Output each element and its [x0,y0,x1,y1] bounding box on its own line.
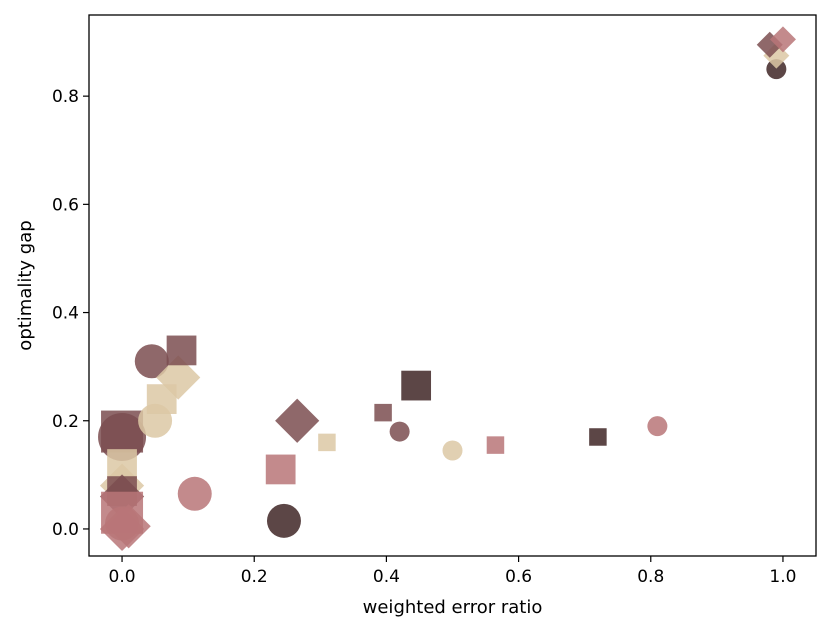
data-point-diamond [106,504,151,549]
y-tick-label: 0.8 [52,87,79,107]
x-tick-label: 0.0 [109,567,136,587]
data-point-square [166,335,197,366]
y-tick-label: 0.2 [52,412,79,432]
x-tick-label: 1.0 [769,567,796,587]
data-point-diamond [769,26,796,53]
data-point-circle [442,440,463,461]
data-point-diamond [156,355,201,400]
data-point-square [318,433,336,452]
data-point-square [486,436,505,454]
x-tick-label: 0.4 [373,567,400,587]
data-point-circle [266,503,301,538]
data-point-square [265,454,296,485]
ticks-layer: 0.0 0.2 0.4 0.6 0.8 1.0 0.0 0.2 0.4 0.6 0.8 [52,87,797,587]
x-tick-label: 0.6 [505,567,532,587]
y-axis-label: optimality gap [15,220,36,350]
data-point-square [589,428,607,446]
data-point-circle [134,344,169,379]
y-tick-label: 0.4 [52,304,79,324]
data-point-circle [98,412,147,461]
x-tick-label: 0.2 [241,567,268,587]
data-point-diamond [275,398,320,443]
data-point-circle [177,476,212,511]
y-tick-label: 0.0 [52,520,79,540]
plot-frame [88,14,817,557]
data-point-circle [389,421,410,442]
data-point-circle [766,59,787,80]
data-point-square [401,370,432,401]
data-point-circle [647,416,668,437]
x-axis-label: weighted error ratio [363,597,543,618]
points-layer [98,26,796,552]
x-tick-label: 0.8 [637,567,664,587]
y-tick-label: 0.6 [52,195,79,215]
data-point-square [374,403,392,422]
